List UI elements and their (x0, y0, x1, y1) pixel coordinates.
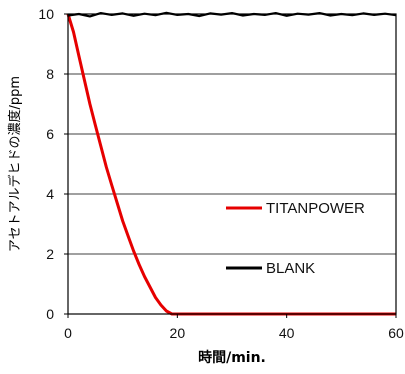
x-tick-labels: 0 20 40 60 (64, 314, 404, 341)
y-axis-title: アセトアルデヒドの濃度/ppm (7, 76, 23, 252)
plot-area (67, 13, 397, 315)
y-tick-labels: 0 2 4 6 8 10 (38, 6, 68, 322)
x-tick-label-3: 60 (388, 325, 404, 341)
x-axis-title: 時間/min. (198, 349, 266, 366)
y-tick-label-1: 2 (46, 246, 54, 262)
x-tick-label-0: 0 (64, 325, 72, 341)
y-tick-label-0: 0 (46, 306, 54, 322)
y-tick-label-3: 6 (46, 126, 54, 142)
x-tick-label-1: 20 (170, 325, 186, 341)
y-tick-label-5: 10 (38, 6, 54, 22)
y-tick-label-2: 4 (46, 186, 54, 202)
legend-label-titanpower: TITANPOWER (266, 200, 365, 217)
y-tick-label-4: 8 (46, 66, 54, 82)
x-tick-label-2: 40 (279, 325, 295, 341)
legend: TITANPOWER BLANK (226, 200, 365, 277)
grid (68, 73, 396, 255)
legend-label-blank: BLANK (266, 260, 315, 277)
plot-frame (67, 13, 397, 315)
